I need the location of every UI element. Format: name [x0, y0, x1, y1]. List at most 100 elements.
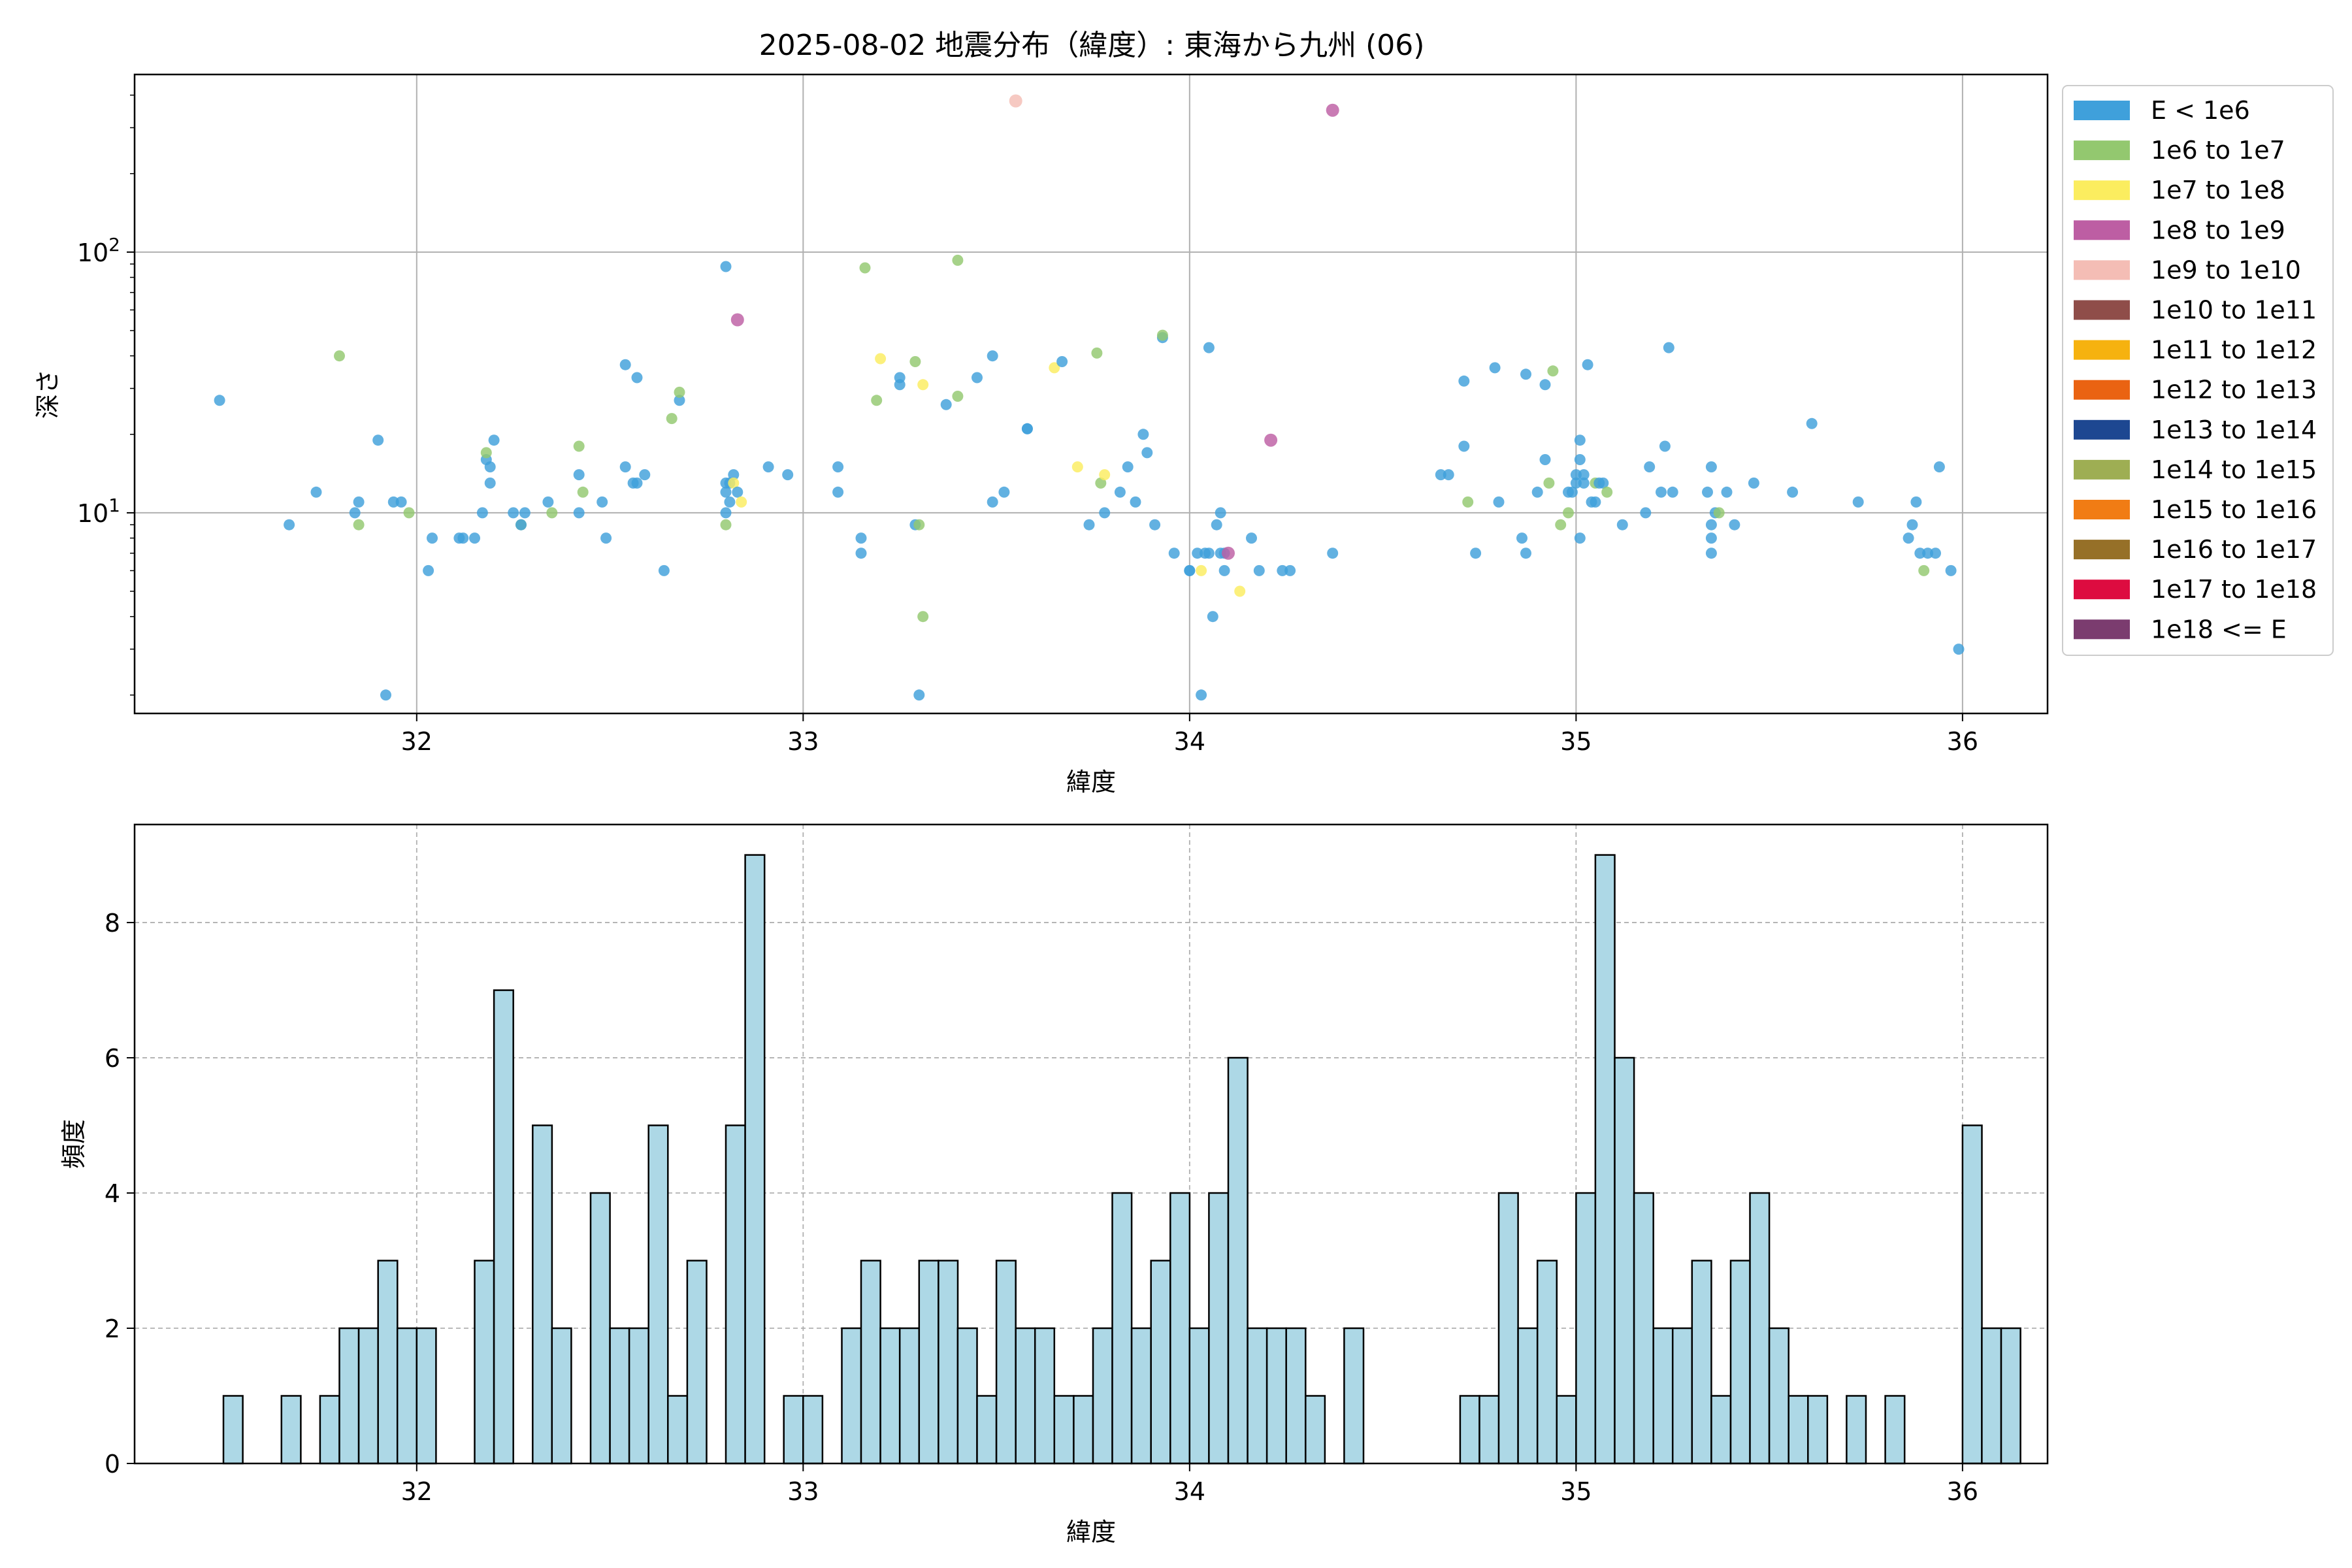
legend-swatch — [2074, 300, 2130, 320]
scatter-point — [720, 519, 732, 531]
scatter-point — [1246, 532, 1257, 544]
histogram-bar — [1846, 1395, 1867, 1465]
scatter-point — [1218, 564, 1230, 576]
scatter-point — [387, 496, 399, 508]
legend-swatch — [2074, 500, 2130, 519]
histogram-bar — [1788, 1395, 1809, 1465]
scatter-point — [1253, 564, 1265, 576]
scatter-point — [1099, 507, 1111, 519]
histogram-bar — [1343, 1327, 1365, 1465]
scatter-point — [484, 477, 496, 489]
scatter-point — [1721, 486, 1733, 498]
histogram-bar — [938, 1260, 959, 1465]
scatter-point — [720, 507, 732, 519]
scatter-point — [1095, 477, 1107, 489]
histogram-bar — [725, 1124, 746, 1465]
histogram-bar — [1575, 1192, 1597, 1465]
scatter-point — [859, 262, 871, 274]
scatter-point — [1211, 519, 1222, 531]
scatter-point — [1903, 532, 1914, 544]
scatter-point — [1168, 547, 1180, 559]
scatter-point — [1547, 365, 1559, 377]
histogram-y-axis-label: 頻度 — [59, 1119, 88, 1169]
scatter-point — [573, 469, 585, 481]
scatter-point — [1458, 375, 1470, 387]
legend-label: 1e10 to 1e11 — [2151, 296, 2317, 325]
histogram-bar — [1227, 1056, 1249, 1465]
scatter-point — [1215, 507, 1226, 519]
histogram-plot-frame — [133, 823, 2049, 1465]
histogram-bar — [551, 1327, 572, 1465]
scatter-point — [469, 532, 480, 544]
scatter-point — [1705, 519, 1717, 531]
histogram-bar — [1247, 1327, 1268, 1465]
histogram-bar — [1285, 1327, 1307, 1465]
scatter-point — [987, 496, 998, 508]
scatter-point — [476, 507, 488, 519]
histogram-bar — [532, 1124, 553, 1465]
scatter-point — [1570, 477, 1582, 489]
scatter-point — [484, 461, 496, 473]
scatter-point — [488, 434, 500, 446]
scatter-point — [1543, 477, 1555, 489]
scatter-point — [940, 399, 952, 410]
legend-label: E < 1e6 — [2151, 96, 2250, 125]
legend-label: 1e7 to 1e8 — [2151, 176, 2285, 204]
legend-label: 1e6 to 1e7 — [2151, 136, 2285, 165]
histogram-bar — [1208, 1192, 1230, 1465]
scatter-point — [1910, 496, 1922, 508]
scatter-point — [1713, 507, 1725, 519]
scatter-point — [894, 372, 906, 384]
histogram-bars — [222, 854, 2021, 1465]
histogram-bar — [1614, 1056, 1635, 1465]
histogram-x-ticks: 32 33 34 35 36 — [401, 1463, 1978, 1506]
histogram-x-axis-label: 緯度 — [1066, 1518, 1116, 1546]
scatter-point — [1184, 564, 1196, 576]
scatter-point — [1539, 454, 1551, 465]
scatter-point — [1137, 429, 1149, 440]
scatter-point — [913, 689, 925, 701]
scatter-point — [1659, 440, 1671, 452]
legend-swatch — [2074, 580, 2130, 600]
scatter-point — [1071, 461, 1083, 473]
scatter-y-tick-label: 101 — [77, 495, 120, 528]
scatter-point — [1327, 547, 1339, 559]
histogram-bar — [338, 1327, 360, 1465]
histogram-bar — [1015, 1327, 1036, 1465]
histogram-bar — [319, 1395, 340, 1465]
legend-swatch — [2074, 459, 2130, 480]
scatter-point — [728, 477, 740, 489]
scatter-point — [1458, 440, 1470, 452]
scatter-point — [1914, 547, 1926, 559]
legend-label: 1e17 to 1e18 — [2151, 575, 2317, 604]
scatter-point — [1748, 477, 1759, 489]
scatter-point — [1582, 359, 1593, 370]
histogram-bar — [1497, 1192, 1519, 1465]
histogram-bar — [860, 1260, 881, 1465]
scatter-point — [1443, 469, 1454, 481]
histogram-bar — [1305, 1395, 1326, 1465]
scatter-point — [1539, 379, 1551, 391]
scatter-point — [542, 496, 554, 508]
scatter-point — [1705, 461, 1717, 473]
scatter-point — [1264, 433, 1278, 447]
scatter-x-axis-label: 緯度 — [1066, 768, 1116, 796]
scatter-point — [972, 372, 983, 384]
histogram-bar — [1884, 1395, 1906, 1465]
scatter-point — [519, 507, 531, 519]
legend-swatch — [2074, 419, 2130, 440]
scatter-point — [998, 486, 1010, 498]
scatter-point — [546, 507, 558, 519]
histogram-bar — [783, 1395, 804, 1465]
histogram-bar — [802, 1395, 824, 1465]
scatter-point — [1091, 347, 1103, 359]
scatter-point — [1616, 519, 1628, 531]
scatter-point — [1520, 547, 1531, 559]
histogram-bar — [1691, 1260, 1712, 1465]
scatter-point — [1574, 532, 1586, 544]
scatter-point — [1806, 417, 1818, 429]
scatter-point — [573, 507, 585, 519]
scatter-point — [457, 532, 469, 544]
scatter-y-tick-base: 10 — [77, 238, 108, 267]
histogram-x-tick-label: 33 — [787, 1477, 819, 1506]
